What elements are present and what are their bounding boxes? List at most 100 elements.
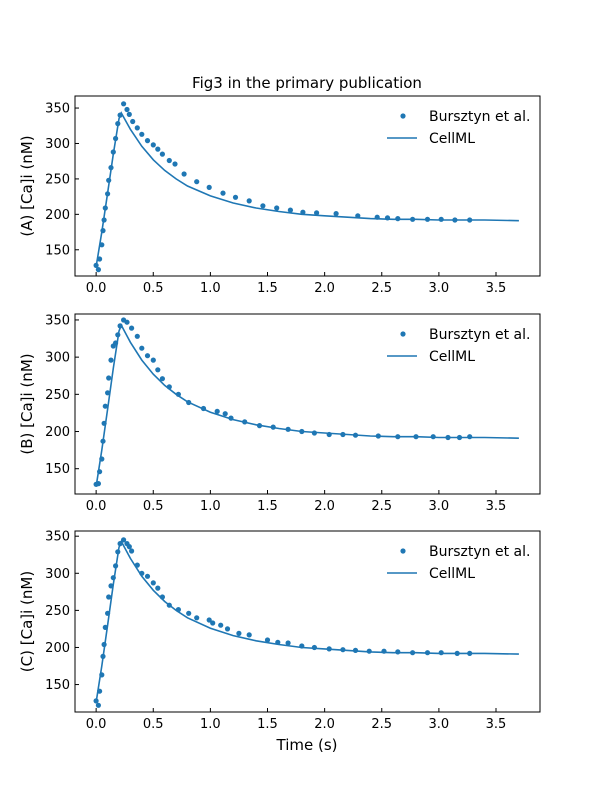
panel-c-y-tick-label: 300 (45, 567, 70, 582)
panel-b-data-point (467, 434, 473, 440)
panel-c-legend-label: CellML (429, 566, 475, 582)
panel-b-data-point (101, 420, 107, 426)
panel-a-data-point (467, 217, 473, 223)
panel-c-data-point (381, 648, 387, 654)
panel-c-x-tick-label: 0.0 (86, 717, 107, 732)
panel-c-legend-marker (400, 548, 406, 554)
panel-c-x-tick-label: 1.5 (257, 717, 278, 732)
panel-b-data-point (155, 367, 161, 373)
panel-a-legend-label: Bursztyn et al. (429, 109, 530, 125)
panel-a-data-point (314, 210, 320, 216)
panel-c-data-point (410, 650, 416, 656)
panel-b-legend-label: Bursztyn et al. (429, 327, 530, 343)
panel-c-data-point (206, 617, 212, 623)
panel-b-data-point (285, 426, 291, 432)
panel-c-data-point (101, 641, 107, 648)
panel-c-data-point (424, 650, 431, 656)
panel-a-data-point (100, 228, 106, 234)
panel-a-data-point (260, 203, 266, 209)
panel-c-x-tick-label: 2.5 (371, 717, 392, 732)
panel-b-x-tick-label: 3.5 (486, 499, 507, 514)
panel-a-data-point (181, 171, 187, 177)
panel-b-y-tick-label: 350 (45, 313, 70, 328)
panel-c-data-point (108, 583, 114, 589)
panel-b-x-tick-label: 2.5 (371, 499, 392, 514)
panel-a-data-point (124, 106, 130, 113)
panel-a-data-point (166, 157, 172, 164)
panel-c-data-point (144, 573, 151, 579)
panel-b-data-point (144, 353, 151, 359)
panel-c-data-point (150, 580, 156, 586)
panel-a-data-point (274, 205, 280, 211)
panel-a-x-tick-label: 0.5 (143, 281, 164, 296)
panel-b-x-tick-label: 0.0 (86, 499, 107, 514)
panel-c-data-point (326, 646, 332, 652)
panel-a-y-tick-label: 150 (45, 243, 70, 258)
panel-c-data-point (218, 622, 224, 628)
panel-a-data-point (206, 184, 212, 190)
panel-c-data-point (139, 570, 145, 576)
figure-title: Fig3 in the primary publication (192, 74, 422, 92)
panel-b: 0.0 0.5 1.0 1.5 2.0 2.5 3.0 3.5 150 200 250 300 350 (… (18, 313, 541, 514)
panel-c-y-tick-label: 200 (45, 641, 70, 656)
panel-c-y-tick-label: 350 (45, 530, 70, 545)
panel-c-data-point (97, 688, 103, 694)
panel-b-x-tick-label: 0.5 (143, 499, 164, 514)
panel-b-legend-marker (400, 331, 406, 337)
panel-b-data-point (256, 423, 263, 429)
panel-b-y-tick-label: 200 (45, 425, 70, 440)
panel-a-data-point (126, 111, 132, 117)
panel-b-data-point (395, 434, 401, 440)
panel-c-x-tick-label: 2.0 (314, 717, 335, 732)
panel-c-data-point (117, 541, 123, 547)
panel-a-data-point (105, 191, 111, 197)
panel-b-data-point (150, 357, 156, 363)
panel-a-y-tick-label: 300 (45, 137, 70, 152)
panel-b-data-point (105, 390, 111, 396)
panel-c-data-point (175, 607, 181, 613)
panel-a-y-tick-label: 200 (45, 208, 70, 223)
panel-a-data-point (287, 207, 293, 213)
panel-c-y-tick-label: 150 (45, 678, 70, 693)
panel-b-data-point (124, 319, 130, 325)
panel-c-legend-label: Bursztyn et al. (429, 544, 530, 560)
panel-a-x-tick-label: 1.0 (200, 281, 221, 296)
panel-c-data-point (110, 575, 116, 581)
panel-b-data-point (311, 430, 317, 436)
panel-c-data-point (224, 626, 231, 632)
panel-b-x-tick-label: 1.0 (200, 499, 221, 514)
panel-b-data-point (413, 434, 419, 440)
panel-c-data-point (264, 637, 271, 643)
panel-a-x-tick-label: 1.5 (257, 281, 278, 296)
panel-b-data-point (222, 411, 228, 417)
panel-b-legend-label: CellML (429, 349, 475, 365)
panel-c-data-point (100, 653, 106, 660)
panel-c-data-point (93, 698, 99, 704)
panel-a-data-point (99, 242, 105, 248)
panel-c: 0.0 0.5 1.0 1.5 2.0 2.5 3.0 3.5 150 200 250 300 350 (… (18, 530, 541, 732)
panel-b-data-point (186, 399, 192, 406)
panel-b-x-tick-label: 1.5 (257, 499, 278, 514)
panel-c-data-point (99, 672, 105, 678)
panel-c-x-tick-label: 3.0 (429, 717, 450, 732)
panel-a-data-point (139, 131, 145, 137)
panel-b-data-point (166, 384, 172, 390)
panel-b-data-point (214, 408, 220, 414)
panel-c-data-point (454, 650, 460, 657)
panel-b-data-point (200, 405, 207, 412)
panel-a-data-point (194, 179, 200, 185)
panel-b-data-point (99, 456, 105, 462)
panel-a-data-point (101, 217, 107, 223)
panel-c-data-point (129, 548, 135, 554)
panel-b-data-point (95, 481, 101, 487)
panel-b-y-tick-label: 300 (45, 351, 70, 366)
panel-b-data-point (113, 340, 119, 346)
panel-a-data-point (108, 165, 114, 171)
panel-c-data-point (366, 648, 372, 654)
panel-c-data-point (194, 615, 200, 621)
panel-c-data-point (246, 632, 252, 638)
panel-a-data-point (144, 138, 151, 144)
panel-c-data-point (95, 702, 101, 708)
panel-b-data-point (270, 424, 276, 430)
